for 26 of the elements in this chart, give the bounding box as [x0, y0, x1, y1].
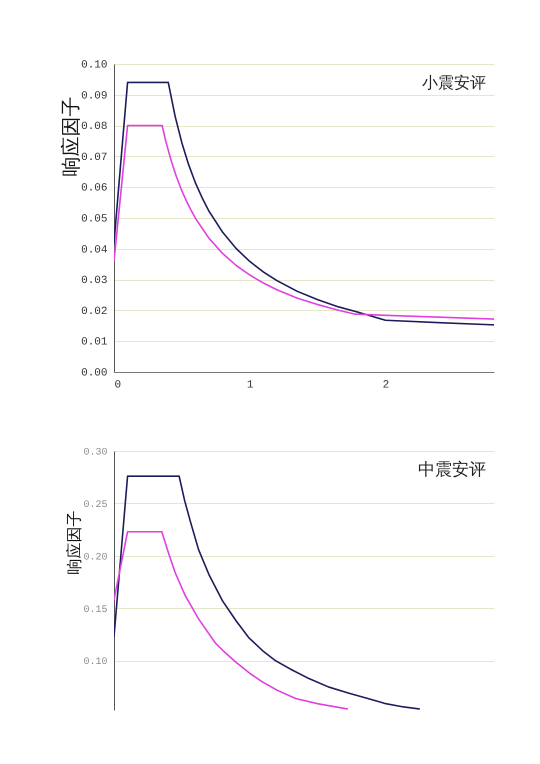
y-tick-label: 0.30	[83, 448, 108, 458]
y-tick-label: 0.10	[81, 60, 108, 72]
y-axis-title: 响应因子	[64, 510, 84, 574]
line-series	[114, 475, 420, 710]
y-tick-label: 0.01	[81, 336, 108, 349]
x-tick-label: 2	[382, 380, 390, 392]
y-tick-label: 0.05	[81, 214, 108, 226]
y-tick-label: 0.02	[81, 306, 108, 318]
y-tick-label: 0.10	[83, 657, 108, 668]
y-tick-label: 0.03	[81, 275, 108, 288]
y-tick-label: 0.15	[83, 604, 108, 616]
y-tick-label: 0.00	[81, 368, 108, 380]
text: 小震安评	[422, 73, 486, 92]
y-tick-label: 0.08	[81, 121, 108, 134]
y-tick-label: 0.09	[81, 90, 108, 102]
x-tick-label: 1	[246, 380, 254, 392]
y-tick-label: 0.20	[83, 552, 108, 564]
y-axis-title: 响应因子	[58, 96, 82, 176]
line-series	[114, 530, 348, 710]
x-tick-label: 0	[114, 380, 122, 392]
y-tick-label: 0.04	[81, 244, 108, 256]
y-tick-label: 0.25	[83, 500, 108, 511]
line-series	[114, 124, 494, 320]
text: 中震安评	[418, 460, 486, 480]
y-tick-label: 0.06	[81, 182, 108, 195]
y-tick-label: 0.07	[81, 152, 108, 164]
